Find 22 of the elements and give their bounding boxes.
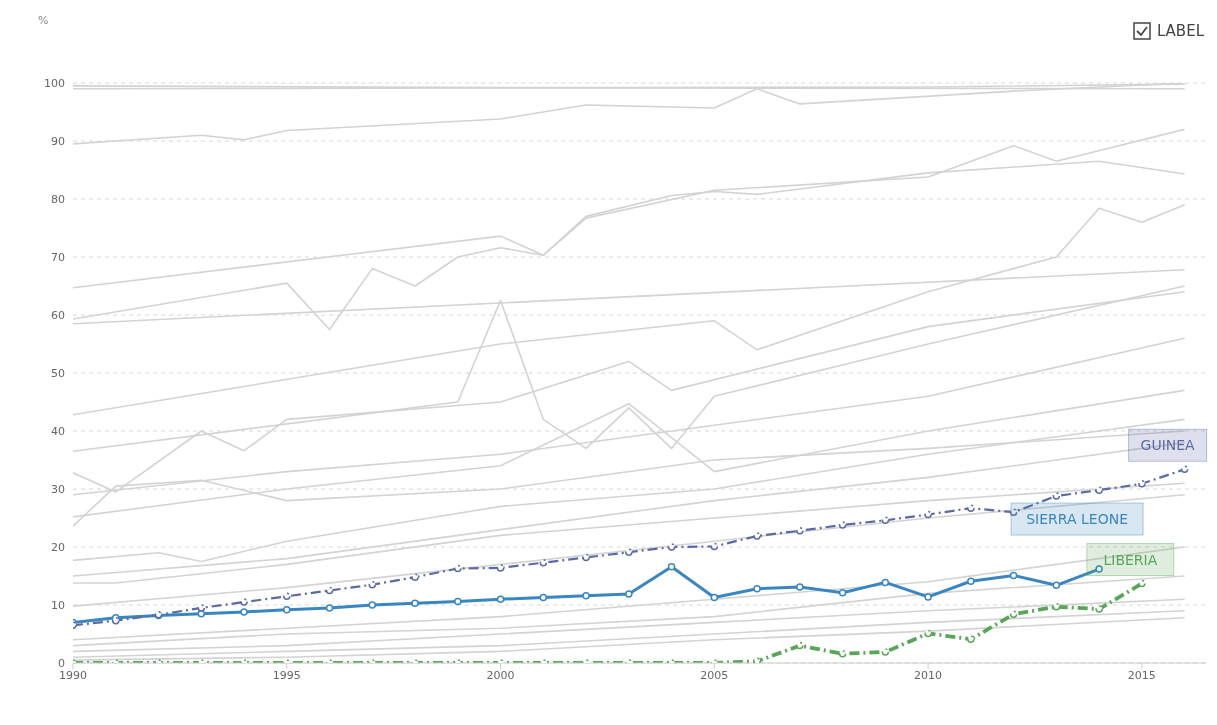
x-tick-label: 1995	[272, 668, 301, 682]
y-tick-label: 80	[51, 192, 65, 206]
y-tick-label: 20	[51, 540, 65, 554]
y-tick-label: 10	[51, 598, 65, 612]
x-tick-label: 2015	[1127, 668, 1156, 682]
x-tick-label: 1990	[59, 668, 87, 682]
y-tick-label: 30	[51, 482, 65, 496]
y-tick-label: 60	[51, 308, 65, 322]
y-tick-label: 100	[44, 76, 65, 90]
y-tick-label: 0	[58, 656, 65, 670]
y-tick-label: 70	[51, 250, 65, 264]
x-tick-label: 2000	[486, 668, 515, 682]
series-label: GUINEA	[1140, 437, 1196, 454]
x-tick-label: 2010	[914, 668, 943, 682]
text: SIERRA LEONE	[1026, 511, 1128, 528]
y-tick-label: 40	[51, 424, 65, 438]
y-tick-label: 50	[51, 366, 65, 380]
y-axis-title: %	[38, 14, 49, 27]
text: LABEL	[1156, 22, 1204, 40]
x-tick-label: 2005	[700, 668, 729, 682]
series-label: LIBERIA	[1103, 551, 1158, 568]
y-tick-label: 90	[51, 134, 65, 148]
